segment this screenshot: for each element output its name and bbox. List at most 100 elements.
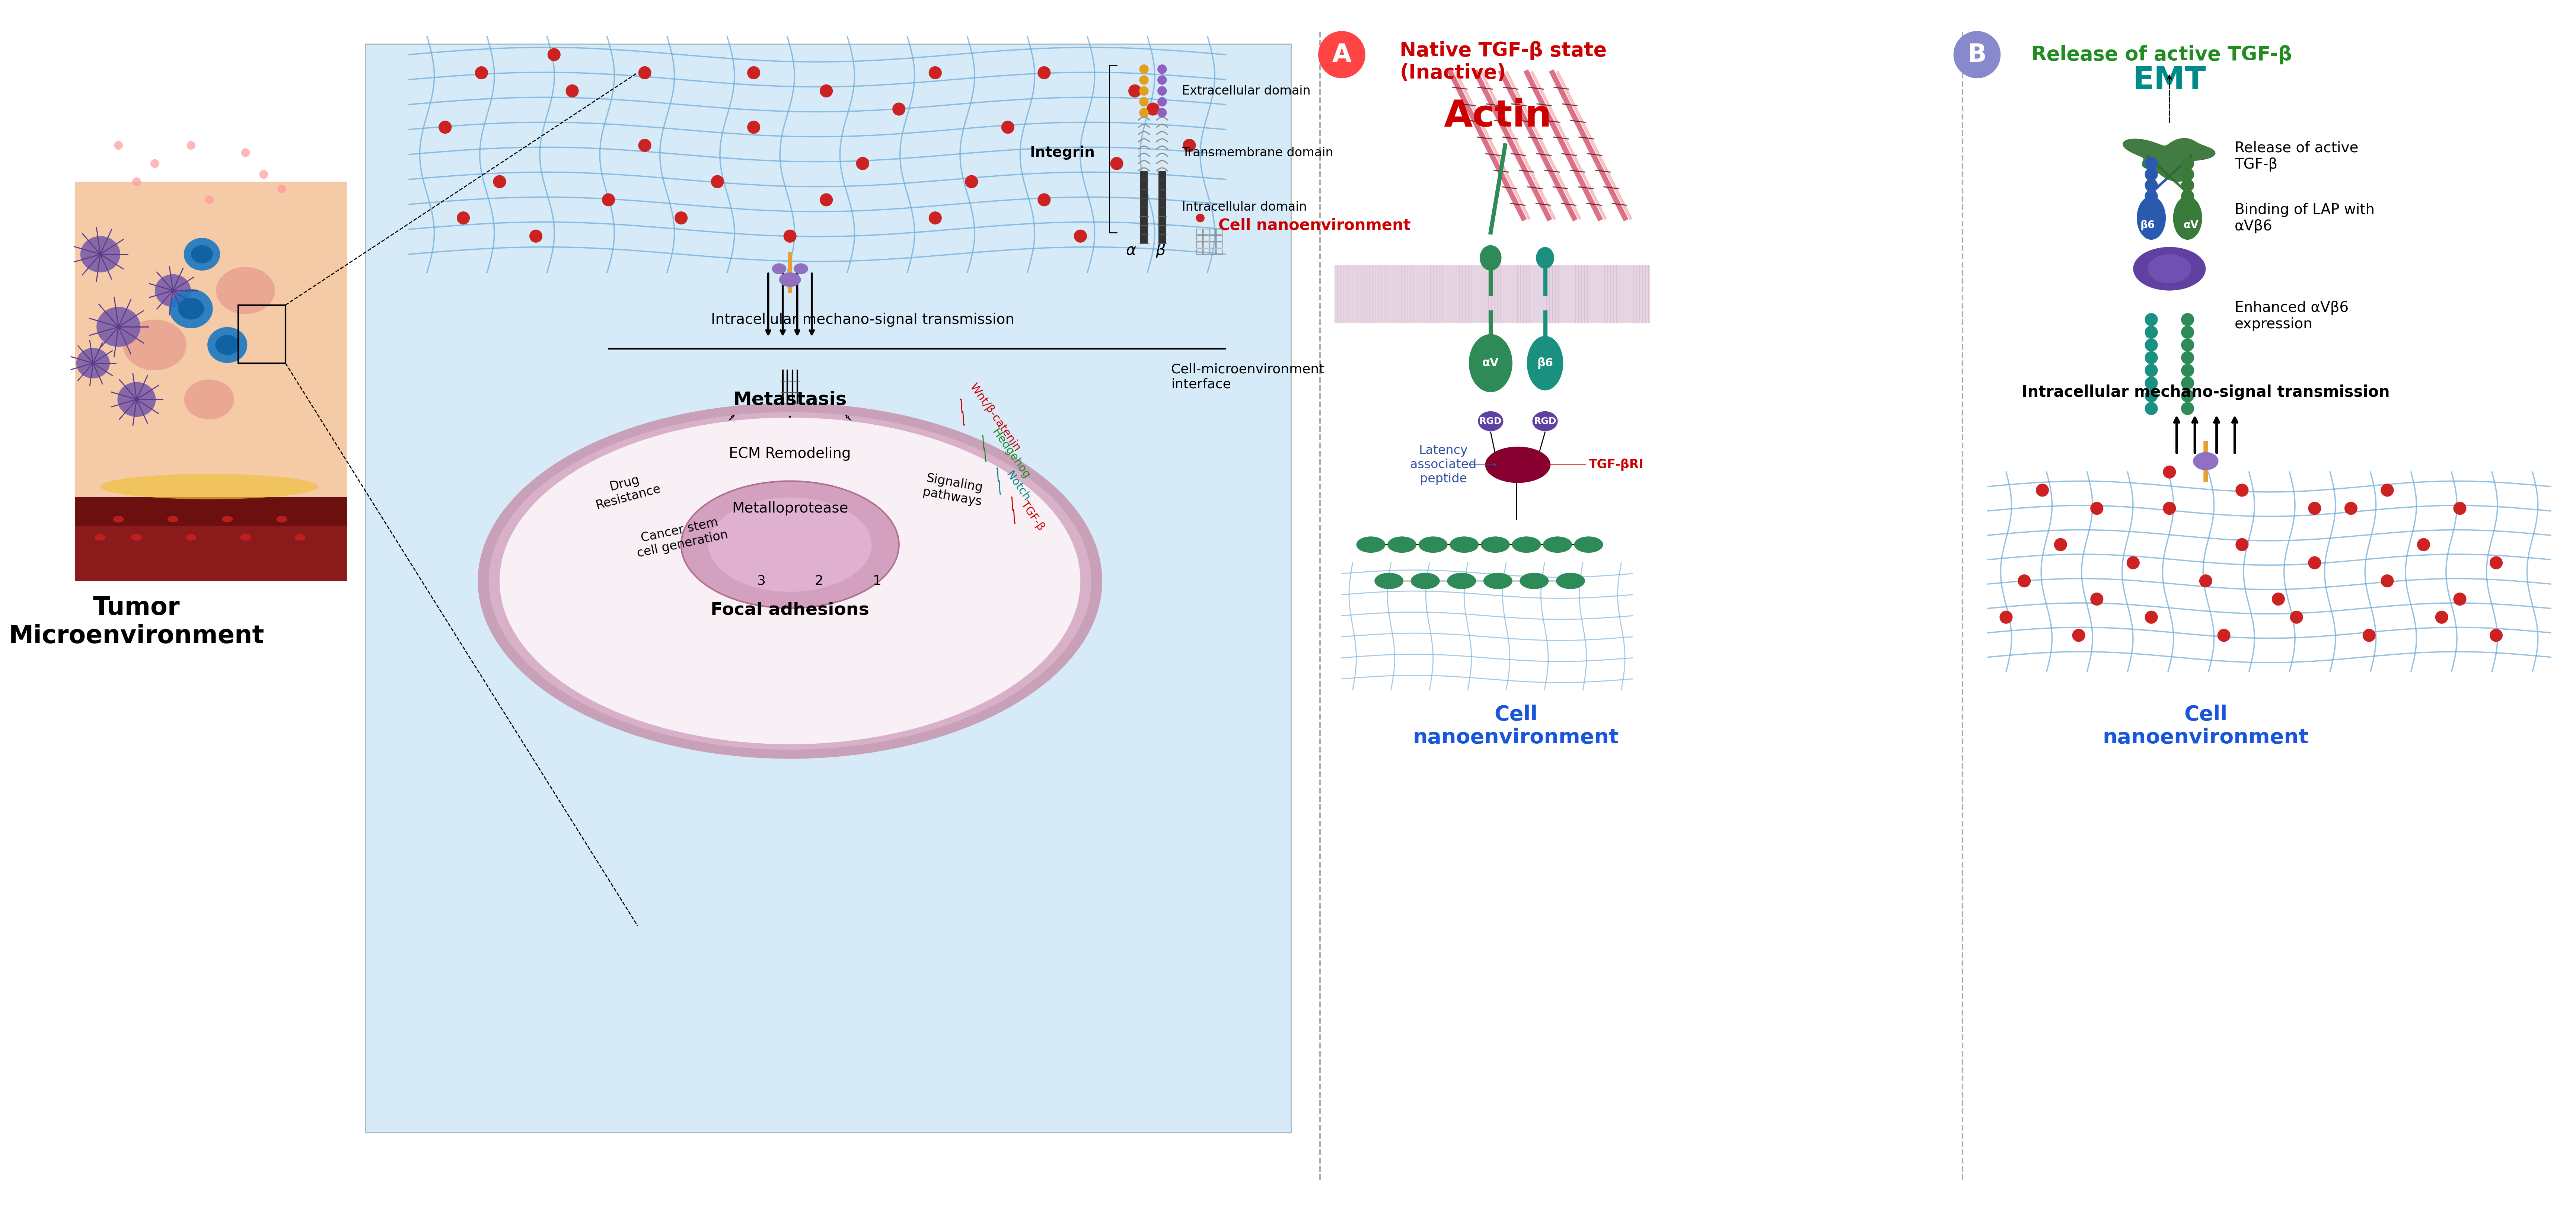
Circle shape — [2290, 610, 2303, 623]
Circle shape — [2143, 167, 2159, 181]
Circle shape — [2434, 610, 2447, 623]
Circle shape — [2182, 351, 2195, 364]
Text: β6: β6 — [2141, 220, 2154, 230]
Circle shape — [1110, 156, 1123, 170]
Ellipse shape — [95, 534, 106, 541]
Circle shape — [2017, 575, 2030, 587]
Circle shape — [2272, 592, 2285, 605]
Circle shape — [819, 193, 832, 206]
Text: Release of active
TGF-β: Release of active TGF-β — [2233, 141, 2357, 171]
Circle shape — [855, 156, 868, 170]
Circle shape — [2362, 628, 2375, 642]
Ellipse shape — [124, 319, 185, 370]
Text: αV: αV — [2184, 220, 2197, 230]
Ellipse shape — [185, 380, 234, 420]
Circle shape — [2143, 156, 2159, 170]
Circle shape — [1139, 64, 1149, 74]
Circle shape — [819, 85, 832, 97]
Ellipse shape — [708, 497, 871, 592]
Bar — [1195, 241, 1203, 247]
Circle shape — [2380, 575, 2393, 587]
Ellipse shape — [1479, 245, 1502, 270]
Circle shape — [2182, 402, 2195, 415]
Text: 1: 1 — [873, 575, 881, 587]
Text: Cell
nanoenvironment: Cell nanoenvironment — [1412, 705, 1618, 747]
Text: ECM Remodeling: ECM Remodeling — [729, 446, 850, 461]
Text: Hedgehog: Hedgehog — [989, 427, 1030, 480]
Circle shape — [1157, 108, 1167, 118]
Circle shape — [2071, 628, 2084, 642]
Circle shape — [1157, 64, 1167, 74]
Circle shape — [2182, 156, 2195, 170]
Circle shape — [2344, 502, 2357, 514]
Bar — [1203, 229, 1208, 234]
Circle shape — [2089, 502, 2102, 514]
Circle shape — [2125, 557, 2138, 569]
Circle shape — [711, 175, 724, 188]
Circle shape — [2143, 189, 2159, 203]
Ellipse shape — [680, 482, 899, 608]
Ellipse shape — [773, 263, 786, 274]
Ellipse shape — [206, 328, 247, 363]
Ellipse shape — [1373, 573, 1404, 590]
Circle shape — [2182, 376, 2195, 389]
Polygon shape — [2123, 138, 2215, 182]
Ellipse shape — [1535, 247, 1553, 269]
Circle shape — [528, 229, 544, 243]
Ellipse shape — [294, 534, 307, 541]
Bar — [1141, 171, 1146, 244]
Circle shape — [675, 211, 688, 224]
Circle shape — [2308, 502, 2321, 514]
Text: Notch: Notch — [1005, 469, 1033, 503]
Circle shape — [2089, 592, 2102, 605]
Circle shape — [2143, 338, 2159, 352]
Text: Cell-microenvironment
interface: Cell-microenvironment interface — [1172, 363, 1324, 391]
Circle shape — [1182, 138, 1195, 152]
Ellipse shape — [1556, 573, 1584, 590]
Circle shape — [1157, 75, 1167, 85]
Ellipse shape — [2133, 247, 2205, 291]
Circle shape — [603, 193, 616, 206]
Ellipse shape — [1448, 573, 1476, 590]
Ellipse shape — [1520, 573, 1548, 590]
Circle shape — [456, 211, 469, 224]
Text: β: β — [1154, 243, 1164, 258]
Ellipse shape — [2136, 197, 2166, 240]
Text: αV: αV — [1481, 358, 1499, 369]
Text: Tumor
Microenvironment: Tumor Microenvironment — [8, 596, 265, 649]
Text: Metastasis: Metastasis — [734, 391, 848, 409]
Circle shape — [474, 67, 487, 79]
Circle shape — [260, 170, 268, 178]
Ellipse shape — [240, 534, 250, 541]
Circle shape — [1999, 610, 2012, 623]
Circle shape — [206, 195, 214, 204]
Circle shape — [2182, 326, 2195, 338]
Bar — [1211, 249, 1216, 255]
Bar — [1195, 235, 1203, 241]
Ellipse shape — [131, 534, 142, 541]
Ellipse shape — [183, 238, 219, 270]
Circle shape — [2200, 575, 2213, 587]
Text: RGD: RGD — [1533, 417, 1556, 426]
Ellipse shape — [2172, 197, 2202, 240]
Ellipse shape — [216, 335, 240, 355]
Text: Actin: Actin — [1443, 98, 1551, 135]
Circle shape — [2143, 402, 2159, 415]
Ellipse shape — [1484, 573, 1512, 590]
Text: TGF-β: TGF-β — [1018, 499, 1046, 533]
Ellipse shape — [1528, 336, 1564, 391]
Circle shape — [1128, 85, 1141, 97]
Circle shape — [1074, 229, 1087, 243]
Circle shape — [2308, 557, 2321, 569]
Text: Drug
Resistance: Drug Resistance — [590, 468, 662, 512]
Text: 3: 3 — [757, 575, 765, 587]
Circle shape — [2182, 189, 2195, 203]
Ellipse shape — [95, 307, 139, 347]
Circle shape — [2053, 539, 2066, 551]
Ellipse shape — [216, 267, 276, 314]
Text: 2: 2 — [814, 575, 824, 587]
Ellipse shape — [167, 516, 178, 523]
Circle shape — [278, 184, 286, 193]
Text: Release of active TGF-β: Release of active TGF-β — [2032, 45, 2293, 64]
Bar — [1203, 241, 1208, 247]
